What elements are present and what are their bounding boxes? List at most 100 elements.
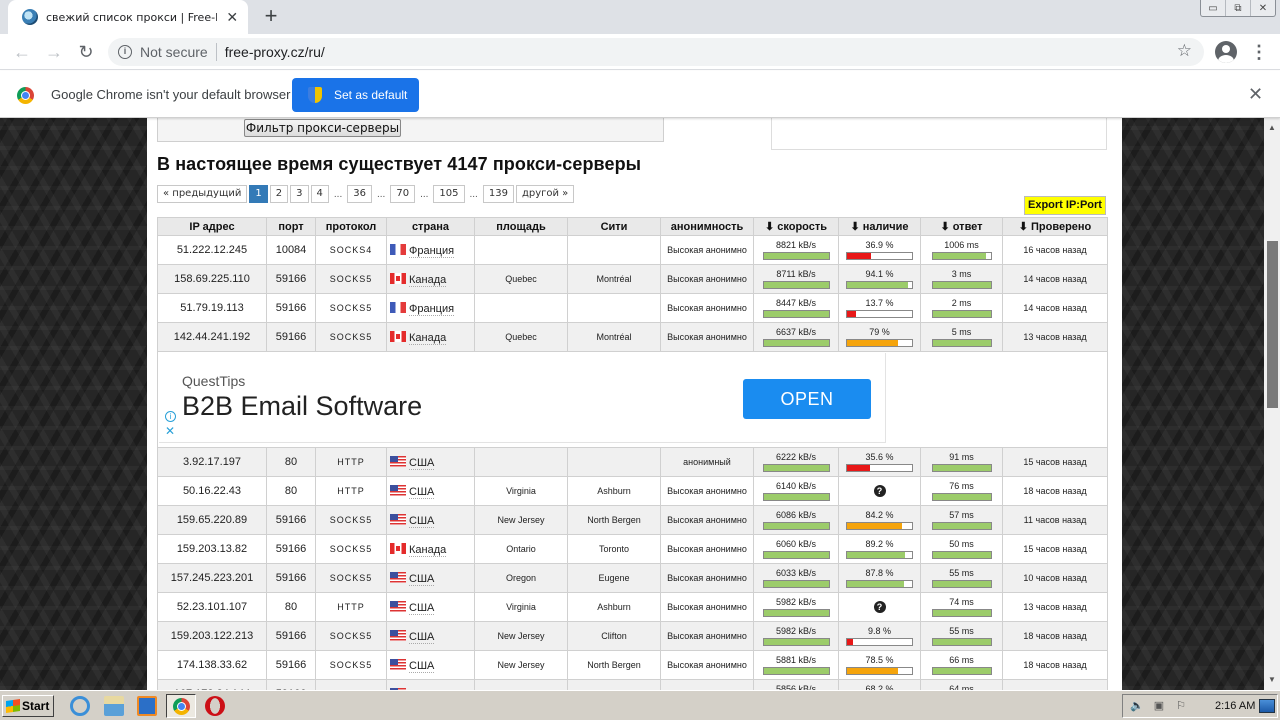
ip-cell[interactable]: 159.203.13.82 [157,534,267,564]
country-link[interactable]: США [409,601,435,615]
pagination-prev[interactable]: « предыдущий [157,185,248,203]
clock[interactable]: 2:16 AM [1215,700,1256,712]
pagination-page-4[interactable]: 4 [310,185,329,203]
chrome-menu-icon[interactable]: ⋮ [1250,42,1268,62]
ad-headline[interactable]: B2B Email Software [182,391,423,421]
port-cell: 59166 [266,563,316,593]
scroll-down-arrow-icon[interactable]: ▼ [1268,675,1276,684]
action-center-flag-icon[interactable]: ⚐ [1176,700,1186,712]
country-link[interactable]: США [409,630,435,644]
filter-proxies-button[interactable]: Фильтр прокси-серверы [244,119,401,137]
ip-cell[interactable]: 51.79.19.113 [157,293,267,323]
reload-button[interactable]: ↻ [78,42,94,62]
pagination-page-139[interactable]: 139 [482,185,514,203]
minimize-button[interactable]: ▭ [1201,0,1226,16]
ad-banner[interactable]: QuestTips B2B Email Software OPEN i ✕ [159,353,886,443]
pagination-page-3[interactable]: 3 [290,185,309,203]
ad-cell: QuestTips B2B Email Software OPEN i ✕ [157,351,1108,448]
country-link[interactable]: США [409,485,435,499]
speed-meter-bar-fill [763,253,829,259]
new-tab-button[interactable]: + [264,3,278,28]
speaker-icon[interactable]: 🔈 [1130,700,1144,712]
country-link[interactable]: США [409,514,435,528]
speed-meter-label: 5856 kB/s [775,684,817,690]
checked-cell: 15 часов назад [1002,534,1108,564]
ip-cell[interactable]: 167.172.34.144 [157,679,267,690]
taskbar-chrome-button[interactable] [166,694,196,718]
scroll-up-arrow-icon[interactable]: ▲ [1268,123,1276,132]
file-explorer-icon[interactable] [104,696,124,716]
country-link[interactable]: США [409,456,435,470]
uptime-meter-bar [846,638,913,646]
uptime-meter: 84.2 % [840,510,920,530]
ip-cell[interactable]: 142.44.241.192 [157,322,267,352]
ip-cell[interactable]: 174.138.33.62 [157,650,267,680]
start-button[interactable]: Start [2,695,54,717]
ip-cell[interactable]: 158.69.225.110 [157,264,267,294]
response-meter: 91 ms [922,452,1002,472]
pagination-page-105[interactable]: 105 [433,185,465,203]
ip-cell[interactable]: 3.92.17.197 [157,447,267,477]
media-player-icon[interactable] [137,696,157,716]
back-button[interactable]: ← [13,42,31,62]
region-cell [474,447,568,477]
pagination-page-2[interactable]: 2 [269,185,289,203]
country-link[interactable]: Франция [409,302,455,316]
country-link[interactable]: Франция [409,244,455,258]
flag-us-icon [390,484,406,496]
show-desktop-icon[interactable] [1259,699,1275,713]
tab-title: свежий список прокси | Free-Proxy [46,10,217,24]
col-header-response[interactable]: ⬇ ответ [920,217,1003,236]
browser-toolbar: ← → ↻ i Not secure free-proxy.cz/ru/ ☆ ⋮ [0,34,1280,70]
response-cell: 2 ms [920,293,1003,323]
security-label[interactable]: Not secure [140,44,208,60]
response-meter-bar-fill [932,282,991,288]
country-link[interactable]: Канада [409,273,447,287]
col-header-uptime[interactable]: ⬇ наличие [838,217,921,236]
export-ip-port-button[interactable]: Export IP:Port [1024,196,1106,215]
scroll-thumb[interactable] [1267,241,1278,408]
response-meter-label: 57 ms [949,510,974,520]
ad-info-icon[interactable]: i [165,411,176,422]
forward-button[interactable]: → [45,42,63,62]
pagination-page-36[interactable]: 36 [347,185,372,203]
ip-cell[interactable]: 51.222.12.245 [157,235,267,265]
country-link[interactable]: США [409,659,435,673]
pagination-page-70[interactable]: 70 [390,185,416,203]
response-meter-bar [931,339,992,347]
col-header-checked[interactable]: ⬇ Проверено [1002,217,1108,236]
url-text[interactable]: free-proxy.cz/ru/ [224,44,325,60]
ip-cell[interactable]: 52.23.101.107 [157,592,267,622]
address-bar[interactable]: i Not secure free-proxy.cz/ru/ ☆ [108,38,1204,66]
close-window-button[interactable]: ✕ [1258,2,1268,14]
tab-close-icon[interactable]: ✕ [226,8,239,25]
pagination-next[interactable]: другой » [515,185,575,203]
profile-avatar-icon[interactable] [1215,41,1237,63]
ad-open-button[interactable]: OPEN [743,379,871,419]
browser-tab[interactable]: свежий список прокси | Free-Proxy ✕ [8,0,248,34]
country-link[interactable]: США [409,572,435,586]
uptime-cell: ? [838,592,921,622]
ip-cell[interactable]: 159.65.220.89 [157,505,267,535]
protocol-cell: SOCKS5 [315,293,387,323]
page-scrollbar[interactable]: ▲ ▼ [1264,118,1280,690]
opera-icon[interactable] [205,696,225,716]
checked-cell: 10 часов назад [1002,563,1108,593]
set-as-default-button[interactable]: Set as default [292,78,419,112]
network-icon[interactable]: ▣ [1153,700,1165,712]
info-icon[interactable]: i [118,45,132,59]
restore-button[interactable]: ⧉ [1226,0,1251,16]
ip-cell[interactable]: 157.245.223.201 [157,563,267,593]
col-header-speed[interactable]: ⬇ скорость [753,217,839,236]
internet-explorer-icon[interactable] [70,696,90,716]
ip-cell[interactable]: 50.16.22.43 [157,476,267,506]
country-link[interactable]: Канада [409,543,447,557]
country-link[interactable]: Канада [409,331,447,345]
country-link[interactable]: США [409,688,435,690]
bookmark-star-icon[interactable]: ☆ [1176,41,1192,60]
pagination-page-1[interactable]: 1 [249,185,268,203]
infobar-close-icon[interactable]: ✕ [1248,84,1264,104]
ad-close-icon[interactable]: ✕ [165,424,176,438]
ip-cell[interactable]: 159.203.122.213 [157,621,267,651]
response-meter-bar [931,551,992,559]
